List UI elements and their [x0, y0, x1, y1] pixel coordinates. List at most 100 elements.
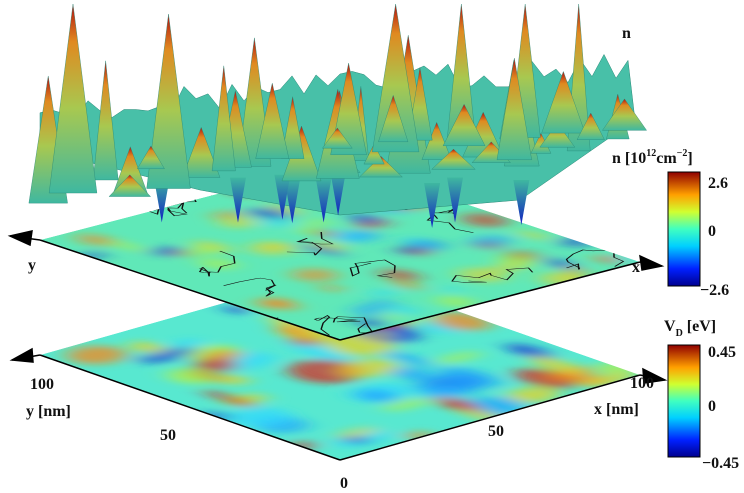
blob: [345, 436, 369, 444]
label-end: ]: [687, 150, 692, 167]
blob: [401, 236, 444, 251]
colorbar-tick: −0.45: [702, 455, 739, 472]
arrow: [639, 254, 665, 271]
blob: [337, 426, 378, 439]
blob: [197, 257, 238, 270]
arrow: [9, 347, 34, 363]
tick-label: 0: [340, 475, 348, 492]
peak: [541, 70, 586, 134]
contour: [426, 206, 474, 233]
peak: [539, 122, 576, 148]
blob: [194, 358, 236, 372]
blob: [337, 358, 399, 378]
peak: [378, 94, 409, 143]
axis-label: x: [632, 259, 640, 276]
blob: [276, 325, 308, 337]
axis-label: y [nm]: [26, 403, 71, 420]
peak: [602, 98, 647, 131]
contour: [313, 314, 361, 336]
peak: [372, 3, 420, 153]
blob: [382, 396, 435, 412]
blob: [517, 229, 550, 241]
blob: [287, 341, 343, 360]
blob: [166, 368, 216, 385]
blob: [460, 212, 509, 228]
blob: [202, 389, 255, 408]
blob: [354, 317, 387, 328]
blob: [381, 313, 402, 320]
unit: cm: [656, 150, 677, 167]
blob: [129, 341, 165, 353]
blob: [218, 217, 258, 229]
dip: [447, 177, 464, 223]
blob: [217, 374, 249, 385]
peak: [92, 60, 119, 181]
density-surface: [28, 3, 647, 228]
blob: [345, 230, 372, 238]
peak: [136, 145, 165, 169]
blob: [389, 305, 421, 315]
axis-label: y: [28, 257, 36, 274]
blob: [204, 349, 241, 361]
peak: [431, 148, 476, 170]
label: n [10: [612, 150, 646, 167]
colorbar: [667, 171, 701, 287]
blob: [435, 351, 482, 365]
blob: [211, 210, 244, 220]
dip: [284, 178, 301, 224]
colorbar: [667, 344, 701, 458]
sup: 12: [646, 148, 656, 159]
blob: [147, 246, 183, 256]
blob: [442, 286, 462, 293]
peak: [211, 65, 236, 172]
blob: [593, 255, 615, 262]
colorbar-tick: 0: [708, 398, 716, 415]
blob: [265, 203, 305, 216]
contour: [451, 267, 534, 283]
blob: [438, 366, 501, 388]
blob: [391, 280, 423, 290]
colorbar-tick: 0.45: [708, 344, 736, 361]
blob: [248, 207, 291, 221]
blob: [370, 331, 392, 339]
blob: [583, 371, 638, 388]
axes: [7, 230, 668, 461]
colorbar-label: n [1012cm−2]: [612, 148, 693, 167]
blob: [296, 227, 319, 235]
blob: [505, 343, 554, 360]
blob: [391, 367, 431, 380]
surface-label: n: [622, 25, 631, 42]
axis-line: [639, 261, 663, 267]
arrow: [642, 367, 668, 384]
blob: [291, 268, 338, 282]
contour: [565, 249, 625, 270]
contour: [223, 277, 277, 297]
blob: [434, 396, 478, 412]
blob: [395, 246, 423, 255]
blob: [173, 338, 206, 349]
label-end: [eV]: [683, 318, 716, 335]
axis-line: [39, 239, 341, 341]
blob: [468, 234, 513, 248]
colorbar-label: VD [eV]: [664, 318, 716, 339]
peak: [48, 3, 98, 194]
peak: [363, 143, 385, 165]
blob: [356, 389, 397, 403]
blob: [367, 288, 399, 298]
blob: [347, 213, 381, 224]
blob: [66, 345, 127, 365]
sub: D: [676, 328, 683, 339]
peak: [108, 174, 152, 197]
dip: [513, 179, 530, 225]
blob: [138, 347, 195, 364]
blob: [435, 295, 476, 308]
blob: [317, 247, 346, 257]
blob: [111, 240, 148, 253]
tick-label: 50: [160, 427, 176, 444]
blob: [319, 284, 343, 292]
peak: [421, 121, 452, 160]
axis-label: x [nm]: [594, 401, 639, 418]
peak: [442, 103, 486, 146]
contour: [349, 259, 396, 278]
axis-line: [39, 354, 341, 461]
